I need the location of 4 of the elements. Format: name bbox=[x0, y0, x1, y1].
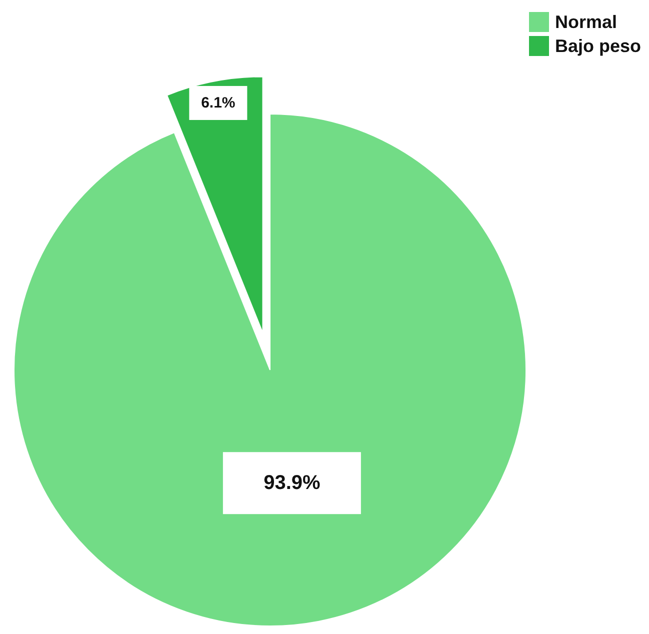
legend-label: Normal bbox=[554, 12, 617, 32]
data-label: 93.9% bbox=[264, 472, 321, 494]
legend-label: Bajo peso bbox=[554, 36, 641, 56]
data-label: 6.1% bbox=[201, 94, 236, 112]
